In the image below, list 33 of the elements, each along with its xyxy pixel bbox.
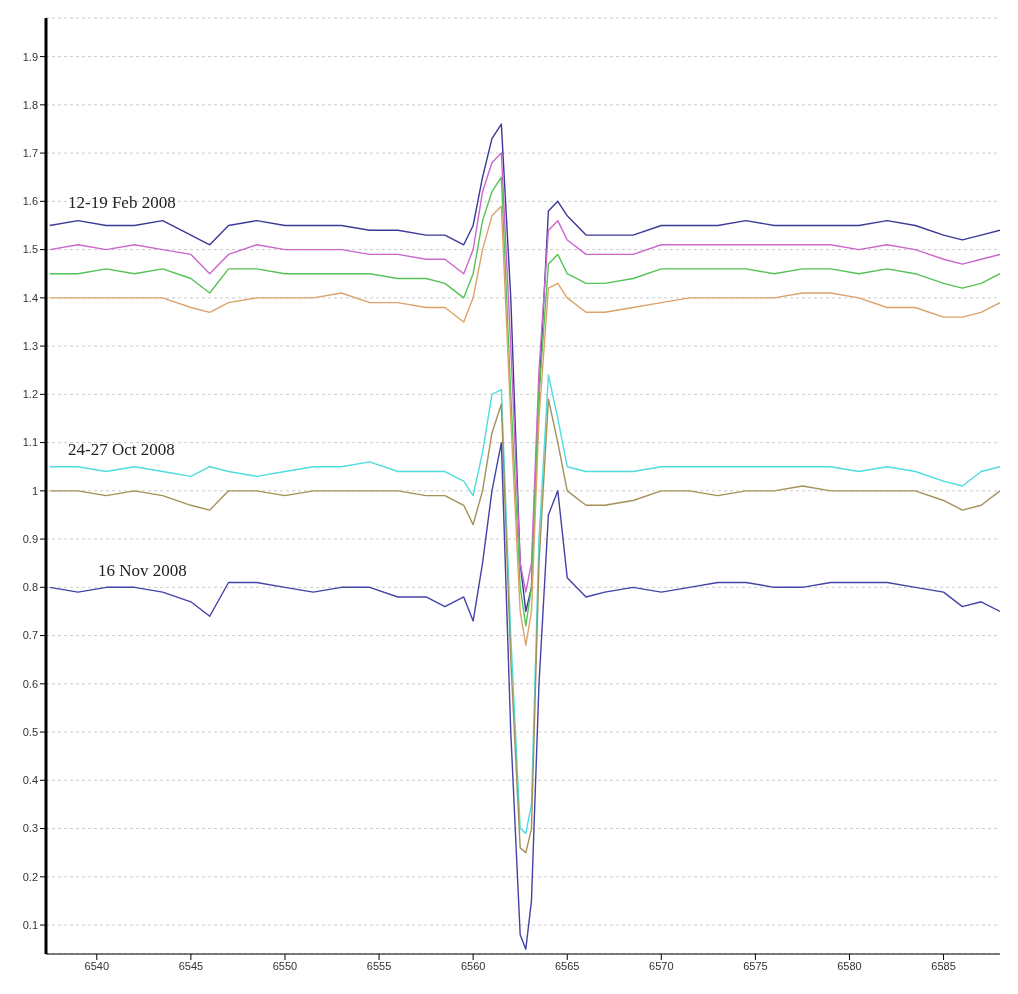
y-tick-label: 0.5 — [22, 725, 38, 738]
x-tick-label: 6580 — [837, 959, 862, 972]
x-tick-label: 6560 — [460, 959, 486, 972]
x-tick-label: 6565 — [554, 959, 580, 972]
x-tick-label: 6555 — [366, 959, 392, 972]
y-tick-label: 0.4 — [22, 774, 38, 787]
y-tick-label: 0.7 — [22, 629, 38, 642]
y-tick-label: 0.2 — [22, 870, 38, 883]
y-tick-label: 1.2 — [22, 388, 38, 401]
x-tick-label: 6585 — [931, 959, 956, 972]
y-tick-label: 0.8 — [22, 581, 38, 594]
annotation: 24-27 Oct 2008 — [68, 440, 175, 460]
y-tick-label: 1.3 — [22, 339, 38, 352]
y-tick-label: 1.4 — [22, 291, 38, 304]
x-tick-label: 6540 — [84, 959, 110, 972]
y-tick-label: 1.8 — [22, 98, 38, 111]
annotation: 16 Nov 2008 — [98, 561, 187, 581]
y-tick-label: 1.9 — [22, 50, 38, 63]
x-tick-label: 6575 — [743, 959, 768, 972]
x-tick-label: 6550 — [272, 959, 298, 972]
y-tick-label: 0.1 — [22, 918, 38, 931]
y-tick-label: 1.6 — [22, 195, 38, 208]
y-tick-label: 0.9 — [22, 532, 38, 545]
y-tick-label: 1.7 — [22, 147, 38, 159]
y-tick-label: 1 — [31, 484, 38, 497]
line-series — [49, 441, 1000, 950]
y-tick-label: 1.5 — [22, 243, 38, 256]
x-tick-label: 6570 — [649, 959, 674, 972]
y-tick-label: 0.6 — [22, 677, 38, 690]
annotation: 12-19 Feb 2008 — [68, 193, 176, 213]
x-tick-label: 6545 — [178, 959, 204, 972]
y-tick-label: 1.1 — [22, 436, 38, 449]
y-tick-label: 0.3 — [22, 822, 38, 835]
